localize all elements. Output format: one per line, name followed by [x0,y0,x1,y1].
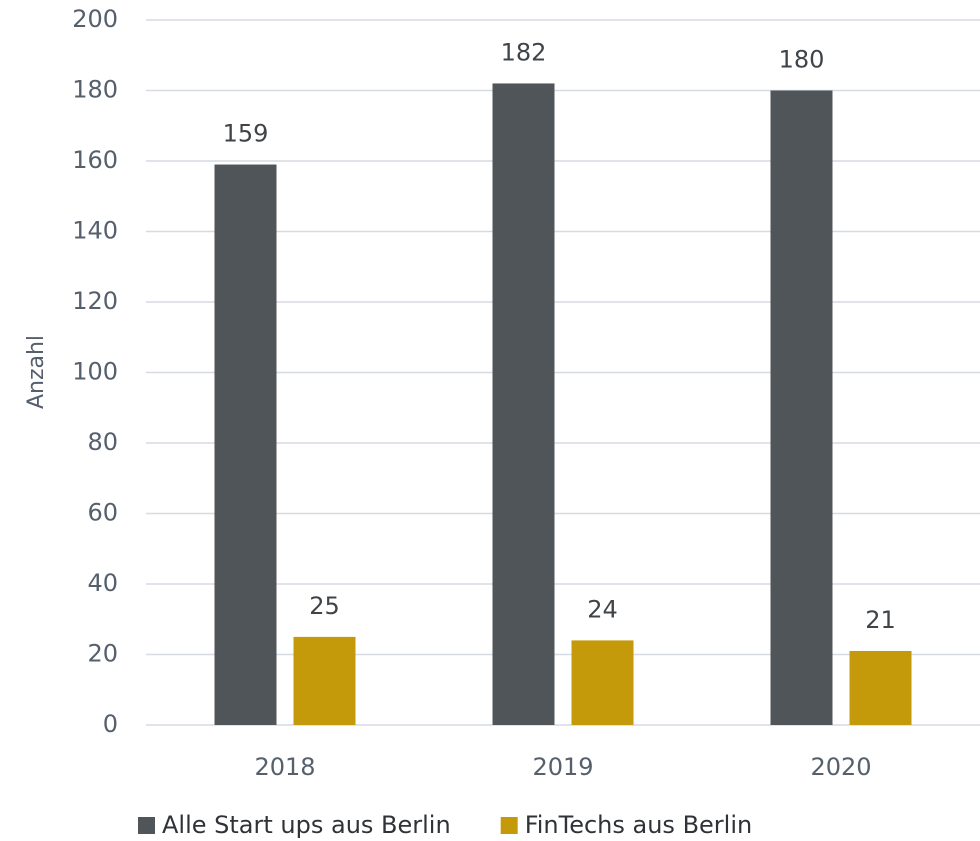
y-tick-label: 20 [87,640,118,668]
y-tick-label: 140 [72,217,118,245]
y-tick-label: 160 [72,146,118,174]
bar [770,90,833,725]
legend-swatch [138,817,155,834]
y-tick-label: 60 [87,499,118,527]
bar [214,164,277,725]
data-label: 21 [865,606,896,634]
data-label: 159 [223,120,269,148]
data-label: 182 [501,38,547,66]
bar [849,650,912,725]
y-tick-label: 100 [72,358,118,386]
data-label: 25 [309,592,340,620]
x-tick-label: 2019 [532,753,593,781]
y-tick-label: 180 [72,76,118,104]
bar [492,83,555,725]
legend-label: Alle Start ups aus Berlin [162,811,451,839]
y-tick-label: 120 [72,287,118,315]
legend-label: FinTechs aus Berlin [525,811,753,839]
y-axis-label: Anzahl [24,335,49,409]
y-tick-label: 0 [103,710,118,738]
data-label: 24 [587,595,618,623]
x-tick-label: 2020 [810,753,871,781]
legend-swatch [500,817,518,834]
bar [571,640,634,725]
y-tick-label: 80 [87,428,118,456]
data-label: 180 [779,46,825,74]
y-tick-label: 40 [87,569,118,597]
x-tick-label: 2018 [254,753,315,781]
y-tick-label: 200 [72,5,118,33]
bar [293,636,356,725]
